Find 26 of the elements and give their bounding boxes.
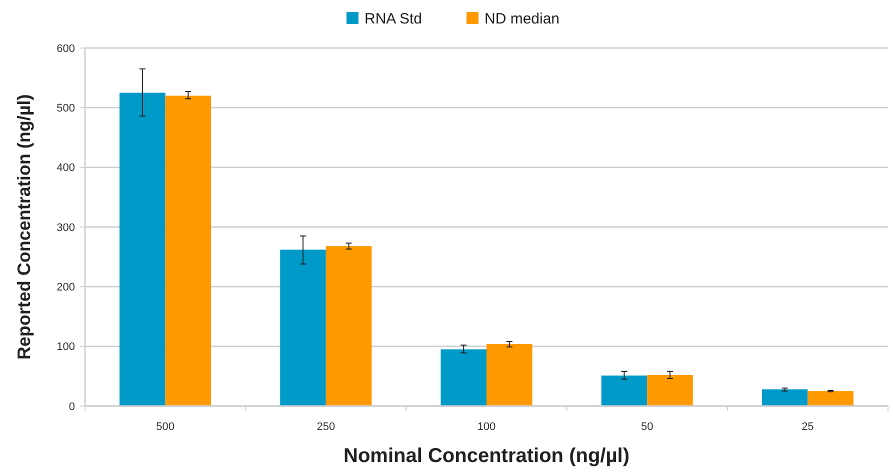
bar [808,391,854,406]
x-tick-label: 50 [640,421,654,433]
y-axis-title: Reported Concentration (ng/µl) [14,94,34,360]
x-tick-label: 100 [477,421,496,433]
bar [601,376,648,406]
x-tick-label: 250 [316,421,336,433]
bar [440,349,486,406]
bar [326,246,372,406]
legend-label: ND median [484,10,560,28]
x-tick-label: 25 [802,421,814,433]
y-tick-label: 300 [56,222,75,234]
y-tick-label: 600 [56,42,75,55]
x-axis-title: Nominal Concentration (ng/µl) [344,445,630,467]
legend-label: RNA Std [364,10,422,28]
bar [486,344,532,406]
bar [280,250,326,406]
y-tick-label: 200 [56,282,75,294]
x-tick-label: 500 [156,421,174,433]
y-tick-label: 0 [68,400,75,413]
y-tick-label: 100 [56,341,75,354]
bar [762,389,808,406]
y-tick-label: 500 [56,102,75,115]
bar [120,92,166,406]
bar [165,96,212,406]
bar [647,374,693,406]
y-tick-label: 400 [56,162,75,174]
